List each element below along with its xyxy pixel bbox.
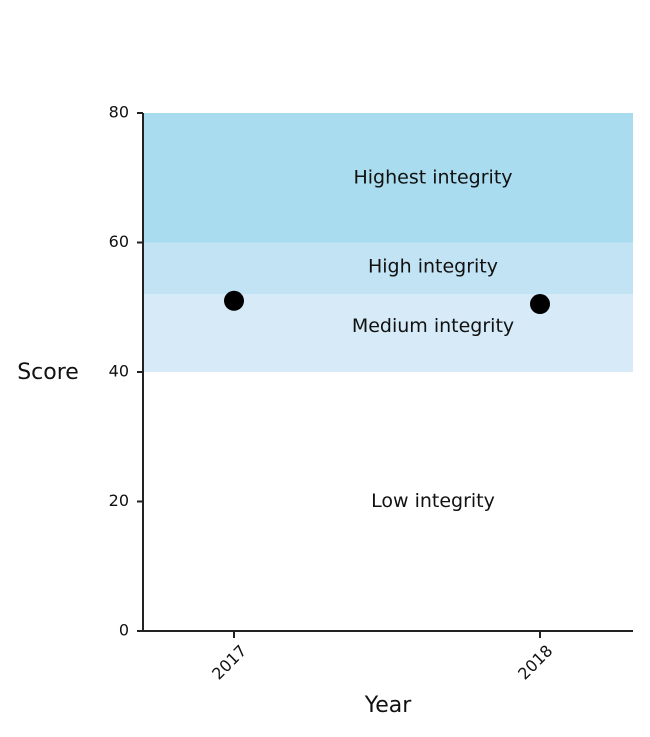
y-tick-label-60: 60	[109, 232, 129, 251]
band-label-low-integrity: Low integrity	[371, 490, 495, 512]
band-label-highest-integrity: Highest integrity	[353, 166, 512, 188]
band-label-medium-integrity: Medium integrity	[352, 315, 514, 337]
y-tick-label-40: 40	[109, 362, 129, 381]
x-tick-label-2017: 2017	[208, 641, 250, 683]
integrity-bands	[143, 113, 633, 631]
band-low-integrity	[143, 372, 633, 631]
x-axis-title: Year	[364, 693, 413, 718]
y-tick-label-80: 80	[109, 103, 129, 122]
x-axis-ticks: 2017 2018	[208, 631, 556, 683]
band-labels: Low integrity Medium integrity High integr…	[352, 166, 514, 512]
band-high-integrity	[143, 242, 633, 295]
band-highest-integrity	[143, 113, 633, 243]
band-medium-integrity	[143, 294, 633, 372]
data-point-2018	[530, 294, 550, 315]
y-tick-label-20: 20	[109, 491, 129, 510]
x-tick-label-2018: 2018	[514, 641, 556, 683]
data-points	[224, 290, 550, 315]
y-tick-label-0: 0	[119, 621, 129, 640]
data-point-2017	[224, 290, 244, 311]
band-label-high-integrity: High integrity	[368, 256, 498, 278]
y-axis-title: Score	[17, 360, 79, 385]
y-axis-ticks: 0 20 40 60 80	[109, 103, 143, 640]
